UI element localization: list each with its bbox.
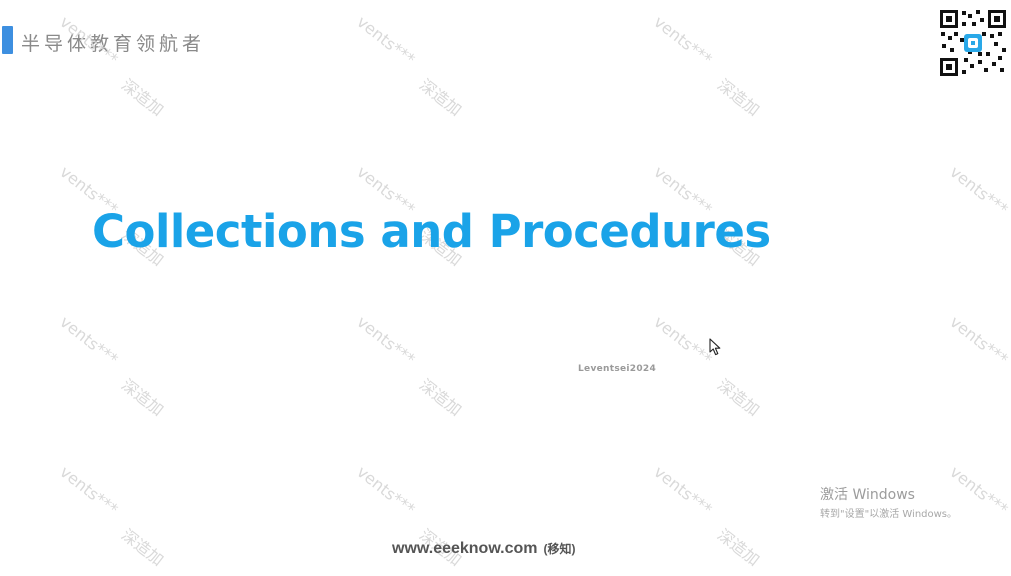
watermark-text: 深造加 — [415, 75, 466, 120]
watermark-text: vents*** — [56, 462, 122, 519]
footer-note: (移知) — [543, 542, 576, 556]
watermark-text: vents*** — [353, 312, 419, 369]
slide-title: Collections and Procedures — [92, 205, 771, 258]
watermark-text: vents*** — [56, 312, 122, 369]
mouse-cursor-icon — [709, 338, 721, 356]
small-watermark: Leventsei2024 — [578, 364, 657, 374]
qr-code-icon — [938, 8, 1008, 78]
watermark-text: 深造加 — [713, 525, 764, 570]
watermark-text: vents*** — [650, 462, 716, 519]
watermark-text: vents*** — [650, 312, 716, 369]
watermark-text: 深造加 — [713, 75, 764, 120]
watermark-text: vents*** — [946, 312, 1011, 369]
footer: www.eeeknow.com (移知) — [392, 540, 576, 558]
brand-text: 半导体教育领航者 — [21, 33, 206, 55]
watermark-text: 深造加 — [117, 75, 168, 120]
watermark-text: vents*** — [353, 462, 419, 519]
windows-activation-title: 激活 Windows — [820, 487, 915, 503]
watermark-text: vents*** — [650, 12, 716, 69]
watermark-text: vents*** — [946, 162, 1011, 219]
watermark-text: 深造加 — [117, 375, 168, 420]
watermark-text: 深造加 — [415, 375, 466, 420]
brand-bar — [2, 26, 13, 54]
footer-site: www.eeeknow.com — [392, 540, 538, 557]
watermark-text: vents*** — [353, 12, 419, 69]
watermark-text: 深造加 — [117, 525, 168, 570]
watermark-text: 深造加 — [713, 375, 764, 420]
windows-activation-subtitle: 转到"设置"以激活 Windows。 — [820, 509, 958, 520]
